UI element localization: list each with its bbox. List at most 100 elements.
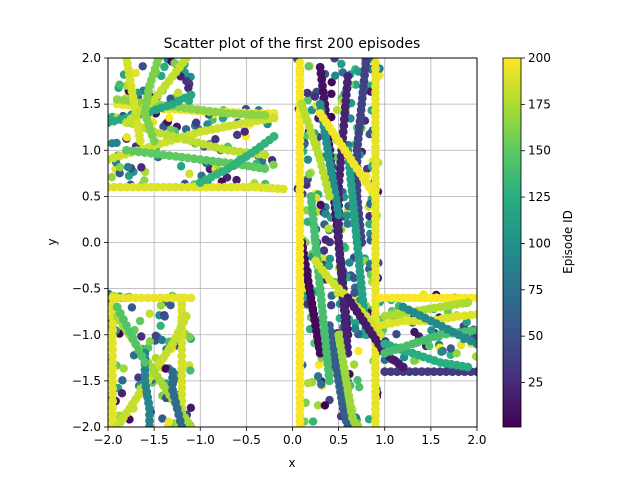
scatter-point	[108, 325, 118, 335]
x-tick-label: −1.5	[140, 433, 169, 447]
scatter-point	[177, 390, 187, 400]
scatter-point	[404, 367, 414, 377]
colorbar-tick-label: 50	[528, 329, 543, 343]
scatter-point	[295, 130, 305, 140]
scatter-point	[330, 58, 339, 63]
scatter-point	[325, 376, 334, 386]
scatter-point	[240, 127, 249, 136]
scatter-point	[108, 396, 118, 406]
scatter-point	[177, 422, 187, 427]
scatter-point	[354, 346, 363, 356]
scatter-point	[177, 364, 187, 374]
scatter-point	[325, 254, 335, 264]
scatter-point	[260, 164, 270, 174]
scatter-point	[260, 150, 270, 160]
scatter-point	[138, 62, 147, 71]
scatter-point	[232, 175, 241, 185]
scatter-point	[122, 133, 132, 142]
scatter-point	[177, 351, 187, 361]
colorbar	[502, 57, 522, 428]
scatter-point	[371, 308, 380, 318]
scatter-point	[168, 293, 177, 303]
scatter-point	[371, 161, 380, 171]
scatter-point	[463, 298, 473, 307]
colorbar-tick-label: 150	[528, 144, 551, 158]
scatter-point	[472, 325, 477, 335]
scatter-point	[182, 311, 191, 321]
scatter-point	[131, 293, 141, 303]
scatter-point	[226, 182, 236, 192]
x-tick-label: 2.0	[467, 433, 486, 447]
scatter-point	[371, 191, 380, 201]
scatter-point	[303, 378, 313, 388]
scatter-point	[164, 417, 173, 427]
scatter-point	[472, 339, 477, 349]
scatter-point	[155, 293, 165, 303]
scatter-point	[185, 332, 194, 342]
x-tick-label: 1.0	[375, 433, 394, 447]
colorbar-label: Episode ID	[561, 210, 575, 274]
scatter-point	[371, 148, 380, 158]
scatter-point	[108, 332, 118, 341]
scatter-point	[158, 182, 168, 192]
scatter-point	[177, 370, 187, 380]
scatter-point	[245, 182, 254, 192]
scatter-point	[108, 403, 118, 413]
scatter-point	[392, 329, 401, 339]
scatter-point	[352, 422, 362, 427]
y-axis-ticks: −2.0 −1.5 −1.0 −0.5 0.0 0.5 1.0 1.5 2.0	[72, 51, 108, 434]
scatter-point	[127, 303, 137, 312]
scatter-point	[448, 367, 457, 377]
scatter-point	[319, 246, 329, 255]
x-tick-label: −2.0	[93, 433, 122, 447]
scatter-point	[166, 301, 175, 310]
scatter-point	[425, 341, 434, 351]
scatter-point	[186, 366, 195, 375]
scatter-point	[269, 132, 279, 141]
scatter-point	[304, 62, 313, 71]
scatter-point	[392, 367, 402, 377]
scatter-point	[437, 347, 446, 356]
scatter-point	[371, 422, 380, 427]
scatter-point	[171, 182, 181, 192]
scatter-point	[186, 403, 196, 413]
scatter-point	[304, 170, 314, 179]
colorbar-tick-label: 125	[528, 190, 551, 204]
scatter-point	[342, 211, 352, 220]
scatter-point	[327, 301, 336, 310]
scatter-point	[183, 182, 193, 192]
scatter-point	[330, 71, 340, 80]
scatter-point	[295, 136, 305, 146]
scatter-point	[146, 182, 156, 192]
scatter-point	[332, 105, 342, 115]
scatter-point	[115, 182, 125, 192]
scatter-point	[165, 182, 174, 192]
scatter-point	[441, 367, 451, 377]
scatter-point	[355, 382, 364, 392]
scatter-point	[446, 344, 455, 353]
scatter-point	[472, 293, 477, 303]
scatter-point	[160, 62, 169, 72]
scatter-point	[108, 409, 118, 419]
scatter-point	[313, 401, 323, 410]
scatter-point	[108, 390, 118, 400]
scatter-point	[162, 293, 171, 303]
scatter-point	[316, 200, 325, 210]
scatter-point	[108, 358, 118, 367]
y-tick-label: 1.5	[82, 97, 101, 111]
scatter-point	[472, 310, 477, 319]
scatter-point	[232, 130, 242, 140]
scatter-point	[168, 373, 177, 383]
scatter-point	[156, 301, 166, 310]
scatter-point	[349, 273, 359, 283]
scatter-point	[429, 367, 439, 377]
scatter-point	[269, 113, 279, 123]
scatter-point	[176, 162, 186, 171]
scatter-point	[125, 293, 134, 303]
scatter-point	[295, 161, 305, 171]
colorbar-ticks: 25 50 75 100 125 150 175 200	[521, 51, 551, 389]
chart-title: Scatter plot of the first 200 episodes	[164, 36, 421, 52]
scatter-point	[180, 293, 190, 303]
scatter-point	[295, 422, 305, 427]
